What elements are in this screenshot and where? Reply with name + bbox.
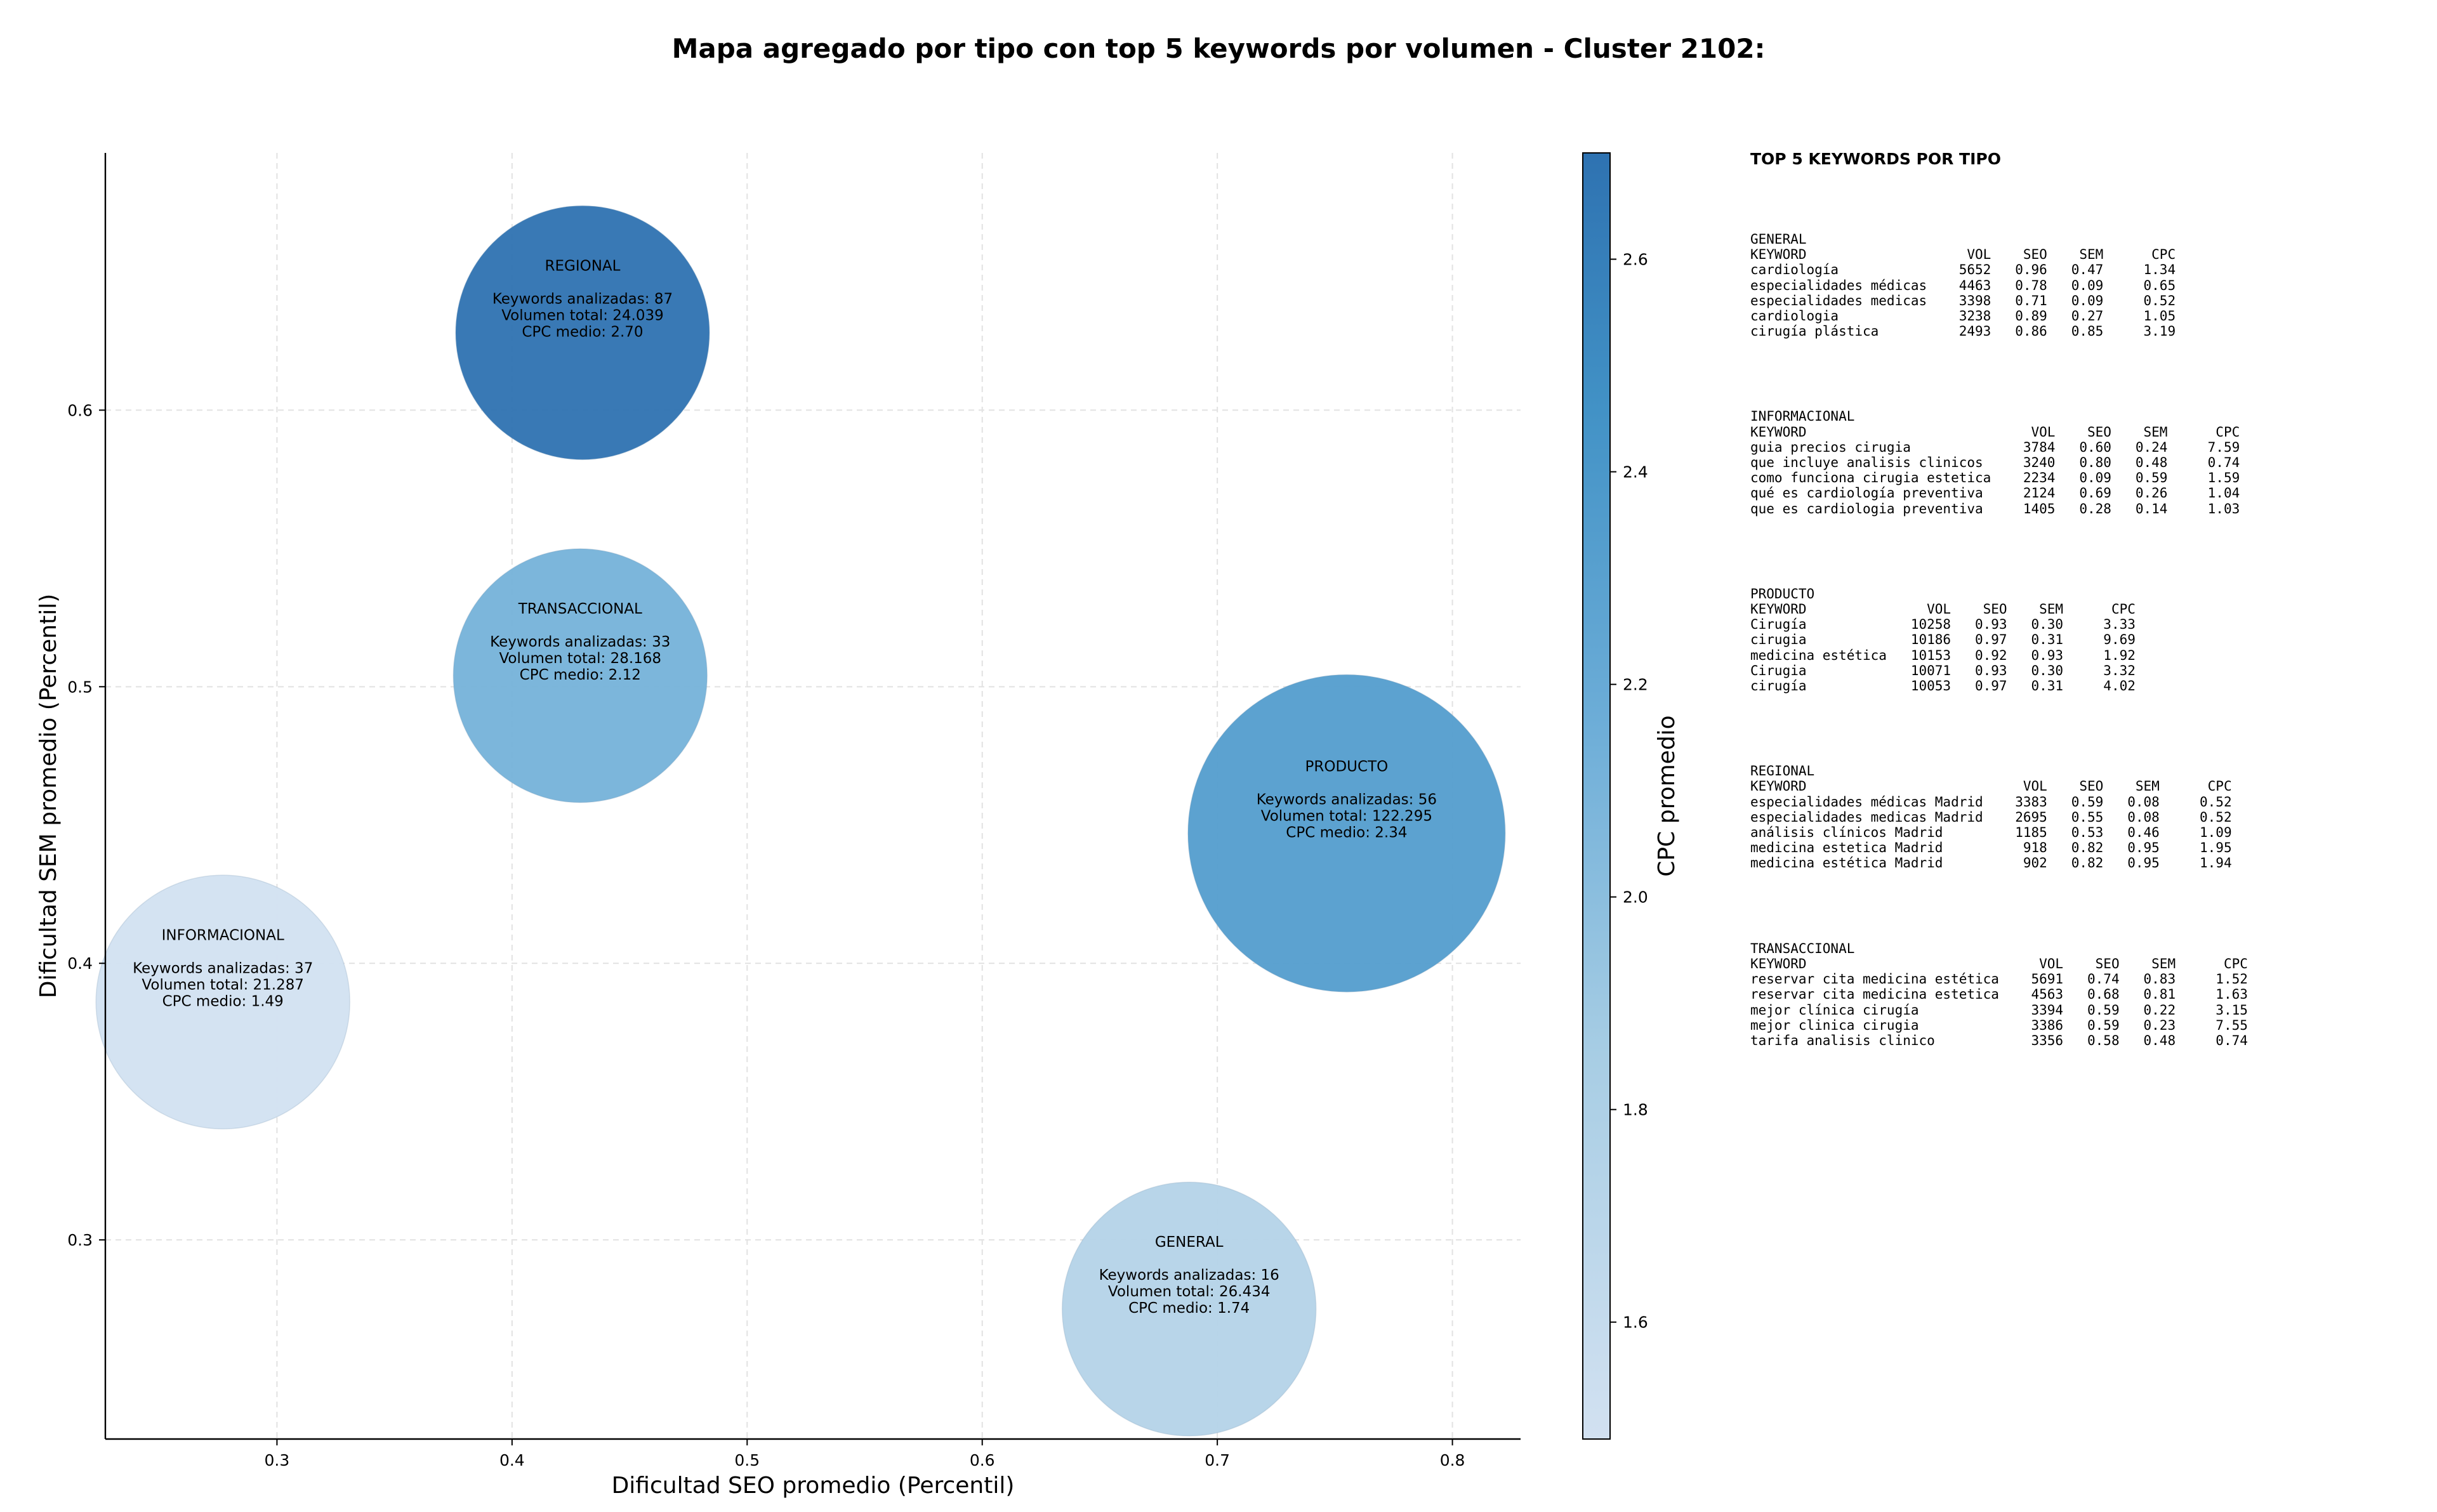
keyword-block-producto: PRODUCTO KEYWORD VOL SEO SEM CPC Cirugía 1… [1750, 586, 2423, 694]
y-axis-label: Dificultad SEM promedio (Percentil) [36, 594, 62, 999]
colorbar-tick-label: 2.6 [1623, 251, 1648, 269]
top-keywords-title: TOP 5 KEYWORDS POR TIPO [1750, 150, 2001, 168]
bubble-informacional: INFORMACIONAL Keywords analizadas: 37Volu… [95, 874, 350, 1130]
keyword-block-header: PRODUCTO [1750, 586, 1815, 602]
x-tick-label: 0.4 [499, 1451, 525, 1469]
keyword-row: que es cardiologia preventiva 1405 0.28 … [1750, 501, 2240, 516]
bubble-circle [1187, 674, 1506, 993]
keyword-row: guia precios cirugia 3784 0.60 0.24 7.59 [1750, 439, 2240, 455]
keyword-block-columns: KEYWORD VOL SEO SEM CPC [1750, 424, 2240, 440]
keyword-block-header: REGIONAL [1750, 763, 1815, 779]
bubble-circle [95, 874, 350, 1130]
chart-title: Mapa agregado por tipo con top 5 keyword… [671, 33, 1766, 64]
bubble-volume-label: Volumen total: 24.039 [501, 307, 664, 324]
bubble-volume-label: Volumen total: 26.434 [1108, 1284, 1271, 1300]
x-tick-label: 0.7 [1205, 1451, 1230, 1469]
top-keywords-panel: TOP 5 KEYWORDS POR TIPO GENERAL KEYWORD V… [1750, 150, 2423, 1048]
keyword-row: cirugía 10053 0.97 0.31 4.02 [1750, 678, 2136, 694]
bubble-type-label: GENERAL [1155, 1234, 1224, 1251]
x-axis-label: Dificultad SEO promedio (Percentil) [612, 1473, 1015, 1499]
y-tick-label: 0.5 [67, 678, 93, 696]
keyword-block-regional: REGIONAL KEYWORD VOL SEO SEM CPC especiali… [1750, 763, 2423, 871]
axes: 0.3 0.4 0.5 0.6 0.7 0.8 0.3 0.4 0.5 0.6 Dificultad… [36, 153, 1521, 1499]
keyword-row: qué es cardiología preventiva 2124 0.69 … [1750, 485, 2240, 501]
keyword-row: Cirugía 10258 0.93 0.30 3.33 [1750, 617, 2136, 633]
colorbar-tick-label: 2.0 [1623, 888, 1648, 907]
colorbar-tick-label: 1.8 [1623, 1101, 1648, 1119]
bubble-keywords-label: Keywords analizadas: 37 [133, 960, 313, 976]
keyword-block-informacional: INFORMACIONAL KEYWORD VOL SEO SEM CPC guia… [1750, 409, 2423, 516]
keyword-row: especialidades medicas Madrid 2695 0.55 … [1750, 809, 2232, 825]
keyword-block-columns: KEYWORD VOL SEO SEM CPC [1750, 956, 2248, 971]
bubble-cpc-label: CPC medio: 2.70 [522, 324, 643, 340]
keyword-row: mejor clínica cirugía 3394 0.59 0.22 3.1… [1750, 1002, 2248, 1018]
keyword-row: que incluye analisis clinicos 3240 0.80 … [1750, 455, 2240, 471]
bubble-cpc-label: CPC medio: 1.49 [162, 993, 284, 1009]
colorbar-gradient [1582, 152, 1611, 1440]
keyword-block-general: GENERAL KEYWORD VOL SEO SEM CPC cardiologí… [1750, 232, 2423, 339]
x-tick-label: 0.3 [265, 1451, 290, 1469]
bubble-circle [452, 548, 708, 803]
keyword-row: cirugia 10186 0.97 0.31 9.69 [1750, 632, 2136, 648]
keyword-row: cardiología 5652 0.96 0.47 1.34 [1750, 262, 2176, 278]
bubble-keywords-label: Keywords analizadas: 56 [1257, 791, 1437, 808]
y-tick-label: 0.3 [67, 1231, 93, 1249]
x-tick-label: 0.8 [1440, 1451, 1465, 1469]
keyword-row: Cirugia 10071 0.93 0.30 3.32 [1750, 662, 2136, 678]
bubble-type-label: INFORMACIONAL [162, 927, 284, 943]
keyword-row: cirugía plástica 2493 0.86 0.85 3.19 [1750, 324, 2176, 339]
keyword-block-columns: KEYWORD VOL SEO SEM CPC [1750, 602, 2136, 617]
bubble-volume-label: Volumen total: 28.168 [499, 650, 661, 667]
keyword-block-header: TRANSACCIONAL [1750, 940, 1855, 956]
y-tick-label: 0.4 [67, 954, 93, 973]
colorbar-tick-label: 1.6 [1623, 1313, 1648, 1332]
keyword-row: medicina estética Madrid 902 0.82 0.95 1… [1750, 855, 2232, 871]
keyword-row: análisis clínicos Madrid 1185 0.53 0.46 … [1750, 825, 2232, 841]
keyword-row: reservar cita medicina estetica 4563 0.6… [1750, 987, 2248, 1003]
keyword-row: especialidades médicas Madrid 3383 0.59 … [1750, 794, 2232, 810]
keyword-row: reservar cita medicina estética 5691 0.7… [1750, 971, 2248, 987]
colorbar-label: CPC promedio [1654, 715, 1680, 876]
keyword-block-transaccional: TRANSACCIONAL KEYWORD VOL SEO SEM CPC rese… [1750, 941, 2423, 1048]
bubble-transaccional: TRANSACCIONAL Keywords analizadas: 33Volu… [452, 548, 708, 803]
bubble-type-label: PRODUCTO [1305, 758, 1389, 775]
bubble-circle [455, 205, 710, 461]
y-tick-label: 0.6 [67, 401, 93, 419]
bubble-volume-label: Volumen total: 122.295 [1261, 808, 1432, 824]
bubble-type-label: REGIONAL [545, 258, 620, 274]
bubble-volume-label: Volumen total: 21.287 [142, 976, 304, 993]
bubble-circle [1061, 1181, 1317, 1436]
keyword-row: medicina estética 10153 0.92 0.93 1.92 [1750, 647, 2136, 663]
keyword-row: como funciona cirugia estetica 2234 0.09… [1750, 470, 2240, 486]
keyword-row: especialidades médicas 4463 0.78 0.09 0.… [1750, 277, 2176, 293]
keyword-block-header: INFORMACIONAL [1750, 409, 1855, 424]
keyword-block-columns: KEYWORD VOL SEO SEM CPC [1750, 779, 2232, 794]
keyword-row: especialidades medicas 3398 0.71 0.09 0.… [1750, 293, 2176, 308]
bubble-type-label: TRANSACCIONAL [518, 601, 642, 617]
keyword-blocks: GENERAL KEYWORD VOL SEO SEM CPC cardiologí… [1750, 232, 2423, 1048]
x-tick-label: 0.6 [970, 1451, 995, 1469]
keyword-row: tarifa analisis clinico 3356 0.58 0.48 0… [1750, 1032, 2248, 1048]
colorbar-tick-label: 2.2 [1623, 676, 1648, 694]
colorbar-tick-label: 2.4 [1623, 463, 1648, 482]
bubble-cpc-label: CPC medio: 2.34 [1286, 824, 1407, 841]
colorbar: 1.6 1.8 2.0 2.2 2.4 2.6 CPC promedio [1582, 152, 1680, 1440]
keyword-block-columns: KEYWORD VOL SEO SEM CPC [1750, 247, 2176, 263]
x-tick-label: 0.5 [734, 1451, 760, 1469]
keyword-row: medicina estetica Madrid 918 0.82 0.95 1… [1750, 840, 2232, 856]
bubble-keywords-label: Keywords analizadas: 87 [492, 291, 673, 307]
bubble-keywords-label: Keywords analizadas: 16 [1099, 1267, 1279, 1284]
bubble-cpc-label: CPC medio: 2.12 [520, 667, 641, 683]
bubble-keywords-label: Keywords analizadas: 33 [490, 634, 670, 650]
keyword-row: mejor clinica cirugia 3386 0.59 0.23 7.5… [1750, 1017, 2248, 1033]
keyword-block-header: GENERAL [1750, 232, 1807, 247]
bubble-cpc-label: CPC medio: 1.74 [1128, 1300, 1250, 1317]
keyword-row: cardiologia 3238 0.89 0.27 1.05 [1750, 308, 2176, 324]
